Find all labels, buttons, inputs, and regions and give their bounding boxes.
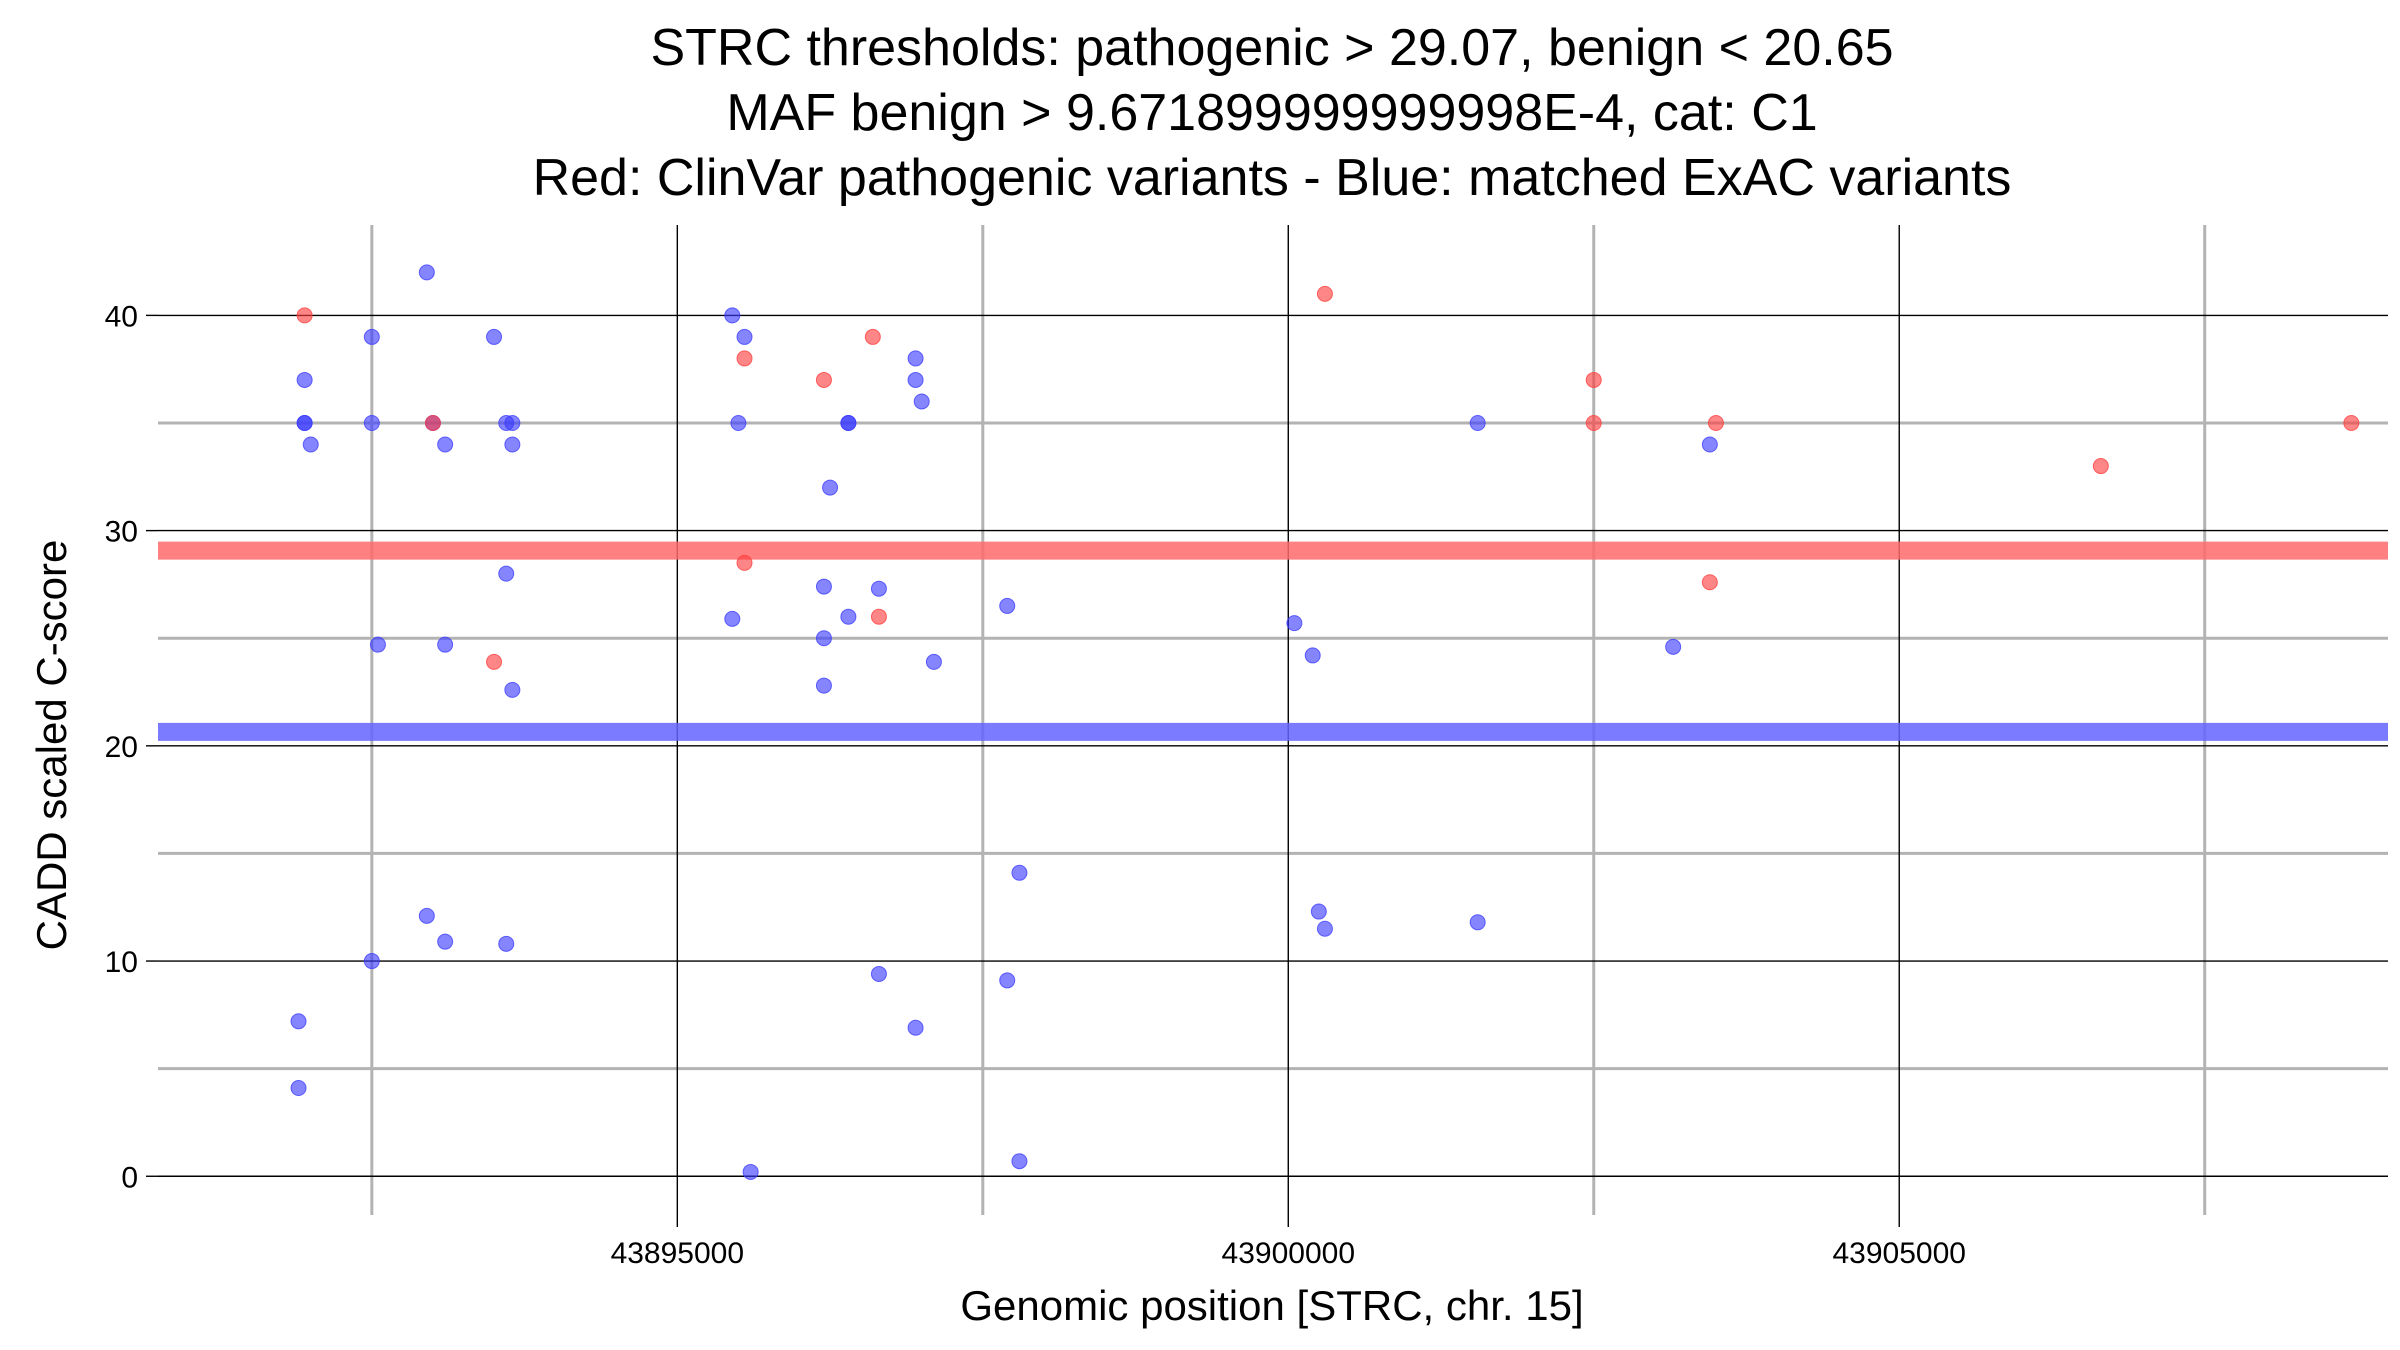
x-tick-label: 43900000 [1222, 1237, 1355, 1270]
exac-point [815, 677, 832, 694]
clinvar-point [1316, 285, 1333, 302]
y-tick-label: 0 [121, 1161, 138, 1194]
exac-point [870, 580, 887, 597]
clinvar-point [736, 350, 753, 367]
exac-point [925, 653, 942, 670]
x-tick-label: 43895000 [611, 1237, 744, 1270]
exac-point [363, 415, 380, 431]
x-axis-title: Genomic position [STRC, chr. 15] [960, 1282, 1583, 1329]
exac-point [1304, 647, 1321, 664]
title-line-3: Red: ClinVar pathogenic variants - Blue:… [533, 149, 2012, 207]
y-tick-label: 20 [105, 731, 138, 764]
exac-point [1665, 638, 1682, 655]
clinvar-point [424, 415, 441, 431]
clinvar-point [486, 653, 503, 670]
exac-point [822, 479, 839, 496]
exac-point [498, 935, 515, 952]
exac-point [504, 436, 521, 453]
exac-point [907, 1019, 924, 1036]
exac-point [724, 610, 741, 627]
x-axis-ticks: 43895000 43900000 43905000 [611, 1215, 1966, 1270]
exac-point [1701, 436, 1718, 453]
exac-point [913, 393, 930, 410]
y-axis-ticks: 0 10 20 30 40 [105, 300, 158, 1194]
exac-point [363, 953, 380, 970]
title-line-1: STRC thresholds: pathogenic > 29.07, ben… [650, 19, 1893, 77]
exac-point [870, 965, 887, 982]
chart-title: STRC thresholds: pathogenic > 29.07, ben… [533, 19, 2012, 207]
clinvar-point [815, 371, 832, 388]
clinvar-point [870, 608, 887, 625]
exac-point [418, 264, 435, 281]
exac-point [999, 972, 1016, 989]
exac-point [504, 681, 521, 698]
exac-point [1286, 615, 1303, 632]
x-tick-label: 43905000 [1832, 1237, 1965, 1270]
exac-point [418, 907, 435, 924]
clinvar-point [864, 328, 881, 345]
exac-point [1310, 903, 1327, 920]
exac-point [1469, 415, 1486, 431]
y-tick-label: 10 [105, 946, 138, 979]
threshold-lines [158, 541, 2388, 741]
exac-point [363, 328, 380, 345]
exac-point [1011, 864, 1028, 881]
data-points [290, 264, 2360, 1180]
exac-point [296, 415, 313, 431]
exac-point [437, 436, 454, 453]
y-axis-title: CADD scaled C-score [28, 540, 75, 951]
exac-point [486, 328, 503, 345]
clinvar-point [1701, 574, 1718, 591]
exac-point [815, 578, 832, 595]
exac-point [369, 636, 386, 653]
exac-point [736, 328, 753, 345]
exac-point [504, 415, 521, 431]
clinvar-point [1585, 371, 1602, 388]
y-tick-label: 30 [105, 516, 138, 549]
clinvar-point [2343, 415, 2360, 431]
exac-point [437, 636, 454, 653]
exac-point [840, 415, 857, 431]
exac-point [290, 1013, 307, 1030]
exac-point [296, 371, 313, 388]
clinvar-point [1707, 415, 1724, 431]
exac-point [498, 565, 515, 582]
exac-point [302, 436, 319, 453]
clinvar-point [736, 554, 753, 571]
exac-point [999, 597, 1016, 614]
exac-point [907, 350, 924, 367]
exac-point [1469, 914, 1486, 931]
exac-point [1011, 1153, 1028, 1170]
exac-point [730, 415, 747, 431]
major-gridlines [158, 225, 2388, 1215]
exac-point [742, 1163, 759, 1180]
exac-point [724, 307, 741, 324]
y-tick-label: 40 [105, 300, 138, 333]
minor-gridlines [158, 225, 2388, 1215]
title-line-2: MAF benign > 9.671899999999998E-4, cat: … [726, 84, 1817, 142]
clinvar-point [296, 307, 313, 324]
exac-point [815, 630, 832, 647]
clinvar-point [2092, 458, 2109, 475]
exac-point [290, 1080, 307, 1097]
exac-point [437, 933, 454, 950]
exac-point [907, 371, 924, 388]
exac-point [1316, 920, 1333, 937]
exac-point [840, 608, 857, 625]
clinvar-point [1585, 415, 1602, 431]
